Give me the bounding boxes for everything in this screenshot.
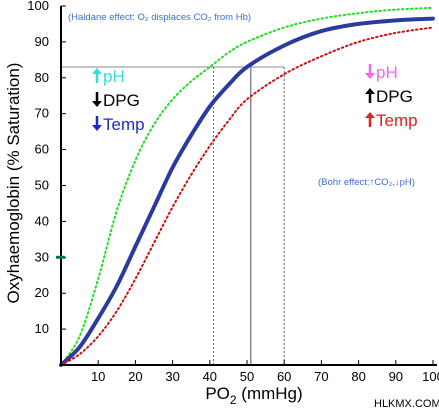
y-tick-label: 50 — [35, 178, 49, 193]
x-tick-label: 50 — [240, 369, 254, 384]
factor-label: pH — [376, 63, 398, 82]
watermark: HLKMX.COM — [374, 398, 439, 410]
left-shift-factors: pH DPG Temp — [92, 67, 145, 134]
arrow-head — [365, 88, 375, 94]
arrow-down-icon — [365, 64, 375, 79]
arrow-down-icon — [92, 92, 102, 107]
curve-group — [59, 6, 435, 367]
x-tick-label: 30 — [165, 369, 179, 384]
x-axis-label-unit: (mmHg) — [237, 384, 303, 403]
bohr-note: (Bohr effect:↑CO₂,↓pH) — [318, 177, 415, 188]
reference-lines — [61, 66, 285, 365]
factor-label: pH — [103, 67, 125, 86]
x-tick-label: 100 — [422, 369, 439, 384]
axes — [56, 5, 437, 366]
factor-label: Temp — [103, 115, 145, 134]
factor-label: DPG — [376, 87, 413, 106]
arrow-head — [365, 73, 375, 79]
x-tick-label: 10 — [91, 369, 105, 384]
y-tick-label: 20 — [35, 285, 49, 300]
y-axis-label: Oxyhaemoglobin (% Saturation) — [4, 63, 23, 304]
curve-normal — [59, 16, 435, 367]
x-axis-label: PO2 (mmHg) — [205, 384, 302, 407]
right-shift-factors: pH DPG Temp — [365, 63, 418, 130]
x-tick-label: 80 — [351, 369, 365, 384]
curve-shifted — [60, 6, 434, 366]
arrow-up-icon — [365, 88, 375, 103]
x-tick-label: 20 — [128, 369, 142, 384]
y-tick-label: 80 — [35, 70, 49, 85]
y-tick-label: 100 — [27, 0, 49, 13]
x-tick-label: 60 — [277, 369, 291, 384]
x-axis-label-subscript: 2 — [230, 393, 237, 407]
arrow-head — [92, 68, 102, 74]
y-tick-label: 90 — [35, 34, 49, 49]
x-tick-label: 70 — [314, 369, 328, 384]
x-tick-label: 40 — [203, 369, 217, 384]
arrow-up-icon — [365, 112, 375, 127]
x-tick-label: 90 — [389, 369, 403, 384]
y-tick-label: 70 — [35, 106, 49, 121]
arrow-down-icon — [92, 116, 102, 131]
arrow-head — [92, 101, 102, 107]
factor-label: DPG — [103, 91, 140, 110]
arrow-head — [92, 125, 102, 131]
arrow-up-icon — [92, 68, 102, 83]
tick-labels: 10 20 30 40 50 60 70 80 90 100 10 20 30 40 50 60 70 80 90 1… — [27, 0, 439, 384]
arrow-head — [365, 112, 375, 118]
factor-label: Temp — [376, 111, 418, 130]
y-tick-label: 30 — [35, 249, 49, 264]
x-axis-label-main: PO — [205, 384, 230, 403]
curve-shifted — [60, 26, 434, 366]
y-tick-label: 60 — [35, 142, 49, 157]
y-tick-label: 10 — [35, 321, 49, 336]
y-tick-label: 40 — [35, 213, 49, 228]
haldane-note: (Haldane effect: O₂ displaces CO₂ from H… — [68, 12, 251, 23]
